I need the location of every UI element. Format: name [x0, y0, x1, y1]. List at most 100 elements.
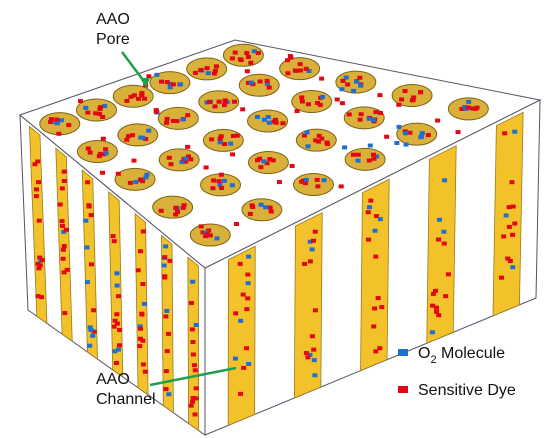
molecule [161, 263, 167, 268]
pore [157, 106, 199, 130]
pore-label-line: Pore [96, 31, 130, 48]
molecule [102, 104, 108, 109]
molecule [103, 147, 109, 152]
molecule [425, 133, 431, 138]
molecule [377, 346, 383, 351]
molecule [206, 228, 212, 233]
molecule [280, 121, 286, 126]
molecule [246, 361, 252, 366]
legend-text: Molecule [437, 345, 506, 362]
molecule [167, 258, 173, 263]
molecule [84, 245, 90, 250]
pore [117, 123, 159, 147]
molecule [216, 179, 222, 184]
molecule [399, 97, 405, 102]
molecule [117, 327, 123, 332]
molecule [213, 64, 219, 69]
molecule [234, 222, 240, 227]
molecule [510, 204, 516, 209]
molecule [240, 292, 246, 297]
molecule [373, 214, 379, 219]
molecule [162, 255, 168, 260]
molecule [394, 140, 400, 145]
molecule [114, 312, 120, 317]
pore [114, 167, 156, 191]
channel [227, 245, 256, 427]
molecule [244, 51, 250, 56]
molecule [140, 338, 146, 343]
molecule [190, 399, 196, 404]
molecule [85, 110, 91, 115]
molecule [240, 107, 246, 112]
molecule [36, 218, 42, 223]
molecule [506, 205, 512, 210]
channel [293, 212, 323, 399]
molecule [221, 103, 227, 108]
molecule [124, 137, 130, 142]
molecule [229, 183, 235, 188]
molecule [88, 328, 94, 333]
molecule [237, 57, 243, 62]
molecule [411, 95, 417, 100]
molecule [270, 158, 276, 163]
molecule [374, 154, 380, 159]
molecule [299, 95, 305, 100]
molecule [370, 152, 376, 157]
molecule [96, 111, 102, 116]
molecule [245, 80, 251, 85]
molecule [436, 237, 442, 242]
molecule [143, 175, 149, 180]
aao-block [18, 39, 542, 436]
molecule [233, 311, 239, 316]
molecule [139, 312, 145, 317]
molecule [84, 280, 90, 285]
molecule [371, 324, 377, 329]
molecule [305, 144, 311, 149]
molecule [312, 373, 318, 378]
molecule [64, 267, 70, 272]
molecule [358, 112, 364, 117]
molecule [365, 237, 371, 242]
molecule [164, 308, 170, 313]
molecule [299, 99, 305, 104]
molecule [315, 184, 321, 189]
molecule [190, 352, 196, 357]
molecule [97, 151, 103, 156]
molecule [204, 66, 210, 71]
legend-subscript: 2 [430, 354, 436, 366]
molecule [141, 301, 147, 306]
molecule [193, 322, 199, 327]
molecule [384, 134, 390, 139]
molecule [137, 344, 143, 349]
molecule [35, 294, 41, 299]
molecule [267, 205, 273, 210]
molecule [245, 54, 251, 59]
molecule [192, 412, 198, 417]
molecule [396, 124, 402, 129]
molecule [512, 221, 518, 226]
molecule [303, 177, 309, 182]
molecule [166, 331, 172, 336]
molecule [244, 346, 250, 351]
molecule [217, 182, 223, 187]
molecule [232, 356, 238, 361]
molecule [133, 180, 139, 185]
molecule [307, 239, 313, 244]
molecule [163, 387, 169, 392]
molecule [198, 224, 204, 229]
molecule [245, 296, 251, 301]
molecule [433, 309, 439, 314]
molecule [418, 135, 424, 140]
molecule [166, 392, 172, 397]
molecule [167, 85, 173, 90]
molecule [238, 318, 244, 323]
molecule [273, 117, 279, 122]
molecule [244, 69, 250, 74]
molecule [137, 324, 143, 329]
molecule [289, 163, 295, 168]
molecule [185, 144, 191, 149]
molecule [261, 117, 267, 122]
molecule [48, 119, 54, 124]
molecule [345, 82, 351, 87]
molecule [167, 81, 173, 86]
